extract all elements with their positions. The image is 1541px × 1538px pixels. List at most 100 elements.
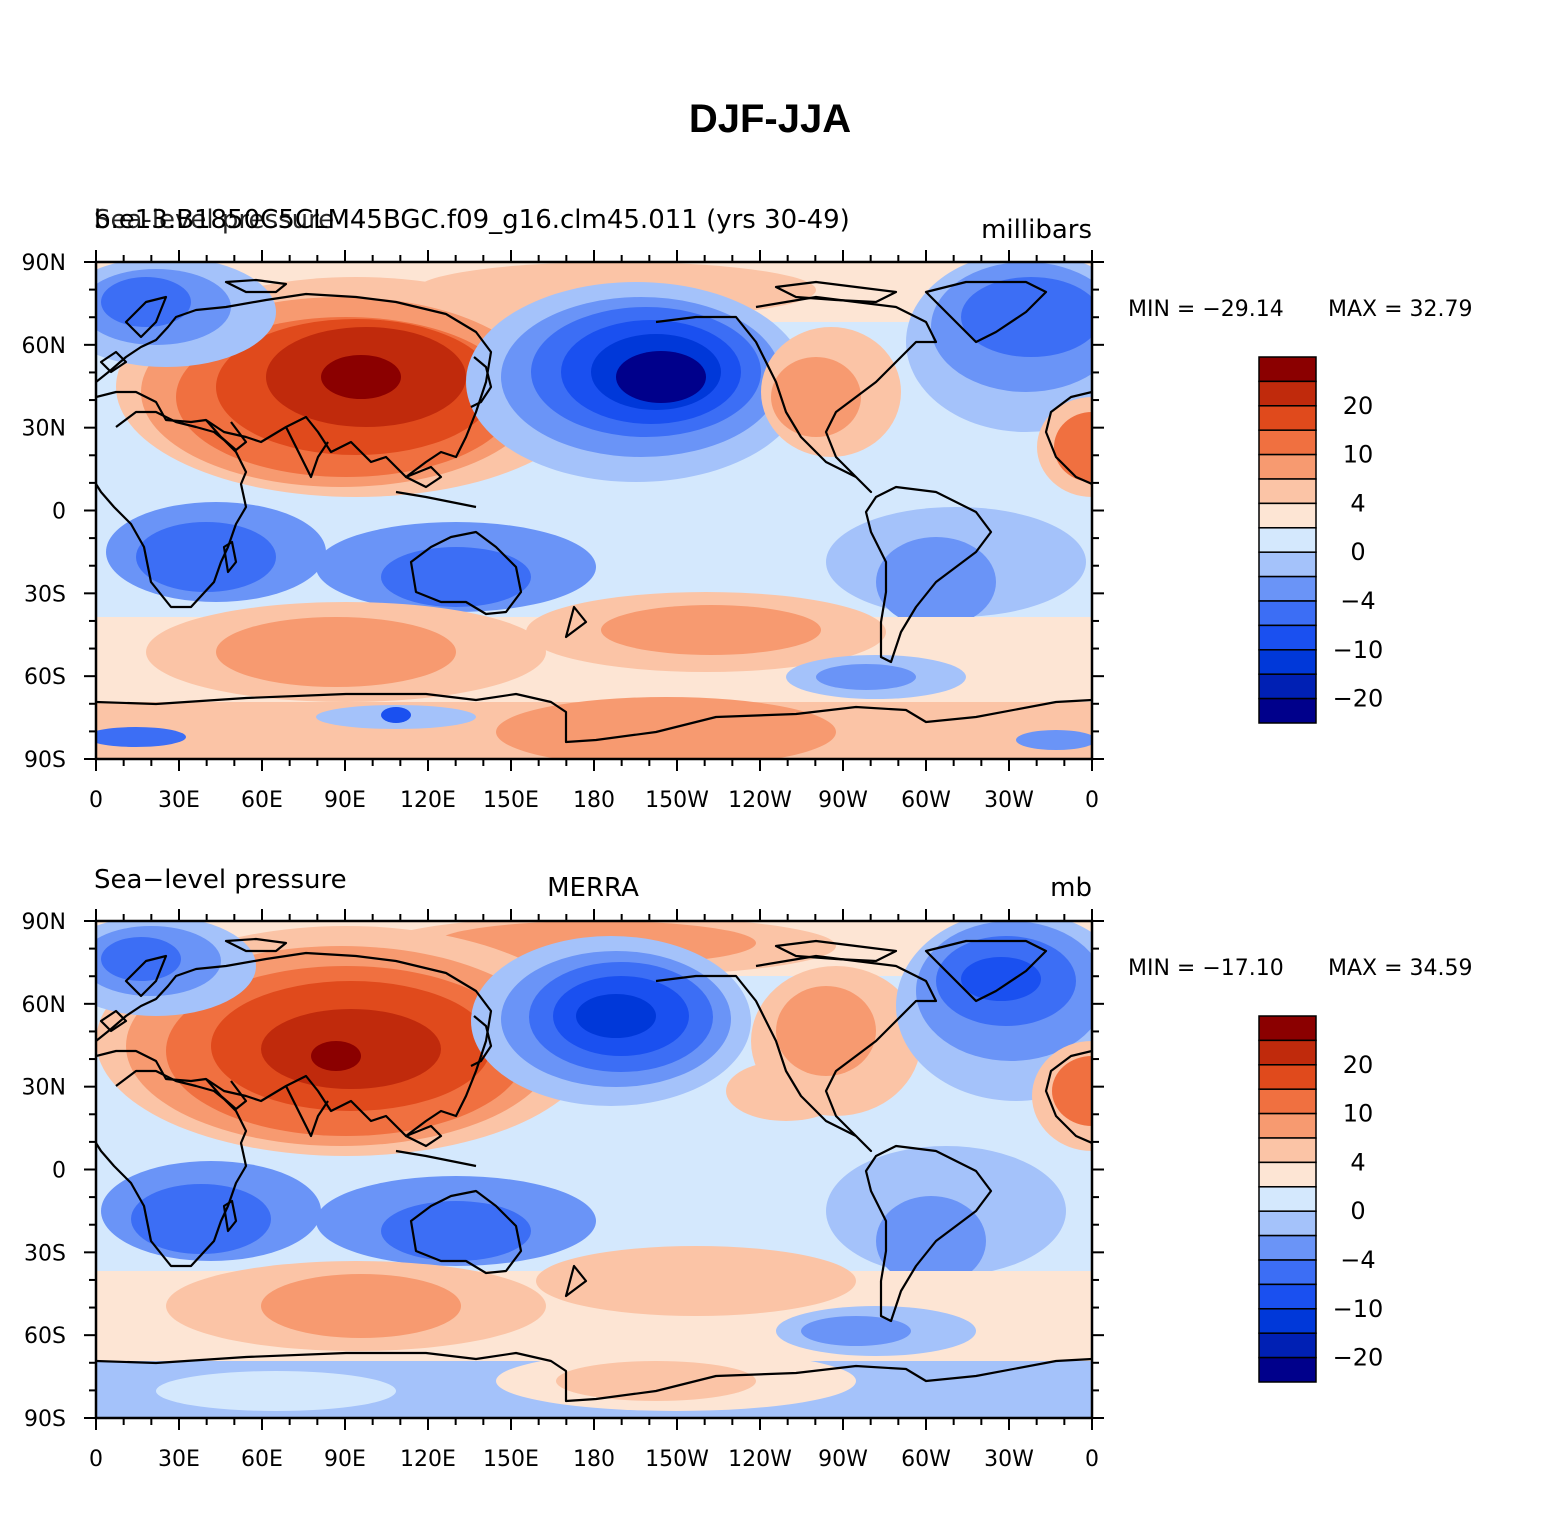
x-tick-label: 90W [818,788,868,813]
panel-min-label: MIN = −29.14 [1128,297,1284,322]
colorbar-label: 0 [1350,1197,1365,1225]
colorbar-label: −10 [1333,636,1384,664]
x-tick-label: 30E [158,788,200,813]
y-tick-label: 60S [24,665,66,690]
colorbar-swatch [1258,356,1317,383]
x-tick-label: 180 [573,788,615,813]
colorbar-swatch [1258,624,1317,651]
colorbar-label: −10 [1333,1295,1384,1323]
x-tick-label: 150E [483,788,539,813]
x-tick-label: 150W [645,1447,709,1472]
panel-left-label-2: Sea-level pressure [94,205,334,235]
panel-min-label: MIN = −17.10 [1128,956,1284,981]
colorbar-swatch [1258,1161,1317,1188]
x-tick-label: 120W [728,1447,792,1472]
panel-left-label-1: b.e13.B1850C5CLM45BGC.f09_g16.clm45.011 … [94,205,850,235]
x-tick-label: 90E [324,1447,366,1472]
colorbar-swatch [1258,649,1317,675]
colorbar-swatch [1258,1064,1317,1090]
colorbar-swatch [1258,527,1317,553]
y-tick-label: 90N [22,251,66,276]
panel-max-label: MAX = 32.79 [1328,297,1473,322]
colorbar-swatch [1258,1088,1317,1115]
colorbar-swatch [1258,1039,1317,1066]
map-panel-model: 0 30E 60E 90E 120E 150E 180 150W 120W 90W 60W 30W 09… [22,205,1473,813]
y-tick-label: 0 [52,500,66,525]
panel-right-label: millibars [981,215,1092,245]
colorbar-swatch [1258,1259,1317,1286]
x-tick-label: 120E [400,1447,456,1472]
x-tick-label: 120E [400,788,456,813]
x-tick-label: 90W [818,1447,868,1472]
y-tick-label: 30N [22,417,66,442]
map-panel-merra: 0 30E 60E 90E 120E 150E 180 150W 120W 90W 60W 30W 09… [22,865,1473,1472]
x-tick-label: 60W [901,788,951,813]
colorbar-swatch [1258,1234,1317,1261]
colorbar-swatch [1258,1308,1317,1334]
colorbar-swatch [1258,502,1317,529]
colorbar-swatch [1258,575,1317,602]
colorbar-label: 0 [1350,538,1365,566]
x-tick-label: 0 [1085,1447,1099,1472]
colorbar-swatch [1258,1356,1317,1383]
y-tick-label: 0 [52,1159,66,1184]
figure-title: DJF-JJA [689,97,851,141]
contour-field-merra [96,921,1092,1418]
x-tick-label: 150E [483,1447,539,1472]
x-tick-label: 0 [89,788,103,813]
colorbar-label: 10 [1343,441,1374,469]
y-tick-label: 60N [22,993,66,1018]
colorbar-merra: 20 10 4 0 −4 −10 −20 [1258,1015,1384,1383]
x-tick-label: 0 [89,1447,103,1472]
colorbar-swatch [1258,429,1317,456]
panel-max-label: MAX = 34.59 [1328,956,1473,981]
colorbar-swatch [1258,1283,1317,1310]
x-tick-label: 60W [901,1447,951,1472]
x-tick-label: 60E [241,1447,283,1472]
y-tick-label: 90N [22,910,66,935]
colorbar-model: 20 10 4 0 −4 −10 −20 [1258,356,1384,724]
y-tick-label: 30S [24,582,66,607]
axis-ticks-model: 0 30E 60E 90E 120E 150E 180 150W 120W 90W 60W 30W 09… [22,250,1104,813]
x-tick-label: 60E [241,788,283,813]
colorbar-swatch [1258,453,1317,480]
y-tick-label: 60S [24,1324,66,1349]
y-tick-label: 30S [24,1241,66,1266]
y-tick-label: 90S [24,748,66,773]
x-tick-label: 0 [1085,788,1099,813]
colorbar-swatch [1258,1015,1317,1042]
colorbar-label: −20 [1333,1344,1384,1372]
colorbar-label: −20 [1333,685,1384,713]
colorbar-swatch [1258,673,1317,700]
colorbar-label: 20 [1343,392,1374,420]
x-tick-label: 150W [645,788,709,813]
axis-ticks-merra: 0 30E 60E 90E 120E 150E 180 150W 120W 90W 60W 30W 09… [22,909,1104,1472]
colorbar-label: −4 [1340,1246,1375,1274]
y-tick-label: 60N [22,334,66,359]
colorbar-swatch [1258,600,1317,627]
colorbar-label: −4 [1340,587,1375,615]
colorbar-swatch [1258,405,1317,431]
colorbar-swatch [1258,1112,1317,1139]
y-tick-label: 30N [22,1076,66,1101]
colorbar-swatch [1258,1210,1317,1237]
colorbar-label: 10 [1343,1100,1374,1128]
colorbar-swatch [1258,1332,1317,1359]
colorbar-label: 4 [1350,1148,1365,1176]
colorbar-swatch [1258,478,1317,505]
colorbar-swatch [1258,1137,1317,1164]
x-tick-label: 30W [984,788,1034,813]
panel-left-label: Sea−level pressure [94,865,347,895]
y-tick-label: 90S [24,1407,66,1432]
colorbar-label: 20 [1343,1051,1374,1079]
x-tick-label: 120W [728,788,792,813]
contour-field-model [96,262,1092,759]
colorbar-swatch [1258,551,1317,578]
colorbar-label: 4 [1350,489,1365,517]
colorbar-swatch [1258,380,1317,407]
x-tick-label: 30E [158,1447,200,1472]
x-tick-label: 180 [573,1447,615,1472]
panel-center-label: MERRA [547,873,639,903]
x-tick-label: 30W [984,1447,1034,1472]
